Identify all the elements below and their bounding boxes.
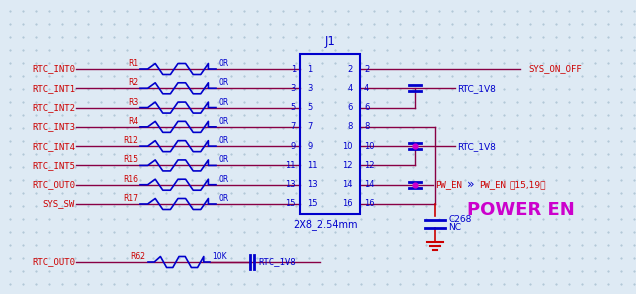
Text: 13: 13	[307, 180, 317, 189]
Text: 5: 5	[307, 103, 312, 112]
Text: SYS_SW: SYS_SW	[43, 200, 75, 208]
Text: 6: 6	[348, 103, 353, 112]
Text: 12: 12	[343, 161, 353, 170]
Text: C268: C268	[448, 215, 471, 223]
Text: 6: 6	[364, 103, 370, 112]
Text: R16: R16	[123, 175, 138, 184]
Text: RTC_1V8: RTC_1V8	[258, 258, 296, 266]
Text: NC: NC	[448, 223, 461, 231]
Text: 0R: 0R	[218, 78, 228, 87]
Text: 15: 15	[307, 200, 317, 208]
Text: 0R: 0R	[218, 59, 228, 68]
Text: PW_EN: PW_EN	[479, 180, 506, 189]
Text: 2X8_2.54mm: 2X8_2.54mm	[293, 219, 357, 230]
Text: 1: 1	[291, 64, 296, 74]
Text: 11: 11	[286, 161, 296, 170]
Text: RTC_INT0: RTC_INT0	[32, 64, 75, 74]
Text: POWER EN: POWER EN	[467, 201, 575, 219]
Text: 10: 10	[364, 142, 375, 151]
Text: 0R: 0R	[218, 156, 228, 164]
Text: 11: 11	[307, 161, 317, 170]
Text: 0R: 0R	[218, 194, 228, 203]
Text: 9: 9	[307, 142, 312, 151]
Text: 3: 3	[307, 84, 312, 93]
Bar	[300, 54, 360, 214]
Text: 7: 7	[291, 122, 296, 131]
Text: 4: 4	[364, 84, 370, 93]
Text: R4: R4	[128, 117, 138, 126]
Text: 3: 3	[291, 84, 296, 93]
Text: 5: 5	[291, 103, 296, 112]
Text: RTC_OUT0: RTC_OUT0	[32, 180, 75, 189]
Text: 10K: 10K	[212, 252, 226, 261]
Text: 7: 7	[307, 122, 312, 131]
Text: 14: 14	[343, 180, 353, 189]
Text: SYS_ON_OFF: SYS_ON_OFF	[528, 64, 582, 74]
Text: 8: 8	[348, 122, 353, 131]
Text: 16: 16	[364, 200, 375, 208]
Text: 2: 2	[348, 64, 353, 74]
Text: 2: 2	[364, 64, 370, 74]
Text: R3: R3	[128, 98, 138, 106]
Text: RTC_INT4: RTC_INT4	[32, 142, 75, 151]
Text: 14: 14	[364, 180, 375, 189]
Text: RTC_INT1: RTC_INT1	[32, 84, 75, 93]
Text: PW_EN: PW_EN	[435, 180, 462, 189]
Text: 0R: 0R	[218, 175, 228, 184]
Text: »: »	[467, 178, 474, 191]
Text: 0R: 0R	[218, 117, 228, 126]
Text: 、15,19】: 、15,19】	[509, 180, 546, 189]
Text: 15: 15	[286, 200, 296, 208]
Text: 16: 16	[342, 200, 353, 208]
Text: RTC_1V8: RTC_1V8	[457, 84, 496, 93]
Text: RTC_INT5: RTC_INT5	[32, 161, 75, 170]
Text: 1: 1	[307, 64, 312, 74]
Text: 0R: 0R	[218, 98, 228, 106]
Text: R1: R1	[128, 59, 138, 68]
Text: R17: R17	[123, 194, 138, 203]
Text: R15: R15	[123, 156, 138, 164]
Text: 12: 12	[364, 161, 375, 170]
Text: RTC_1V8: RTC_1V8	[457, 142, 496, 151]
Text: 9: 9	[291, 142, 296, 151]
Text: 8: 8	[364, 122, 370, 131]
Text: R12: R12	[123, 136, 138, 145]
Text: 13: 13	[286, 180, 296, 189]
Text: 0R: 0R	[218, 136, 228, 145]
Text: RTC_OUT0: RTC_OUT0	[32, 258, 75, 266]
Text: 4: 4	[348, 84, 353, 93]
Text: RTC_INT3: RTC_INT3	[32, 122, 75, 131]
Text: RTC_INT2: RTC_INT2	[32, 103, 75, 112]
Text: J1: J1	[324, 35, 335, 48]
Text: R62: R62	[130, 252, 145, 261]
Text: R2: R2	[128, 78, 138, 87]
Text: 10: 10	[343, 142, 353, 151]
